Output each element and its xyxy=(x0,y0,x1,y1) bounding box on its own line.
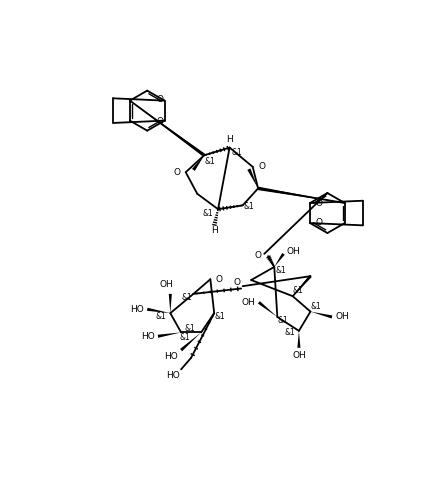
Polygon shape xyxy=(274,253,285,267)
Text: OH: OH xyxy=(287,247,301,256)
Text: &1: &1 xyxy=(232,148,243,157)
Text: OH: OH xyxy=(242,298,256,307)
Text: HO: HO xyxy=(167,371,180,380)
Text: O: O xyxy=(156,95,164,104)
Text: &1: &1 xyxy=(185,324,196,333)
Polygon shape xyxy=(169,294,172,313)
Text: O: O xyxy=(173,168,180,177)
Polygon shape xyxy=(310,311,332,318)
Text: &1: &1 xyxy=(203,209,213,217)
Text: &1: &1 xyxy=(293,286,304,295)
Text: H: H xyxy=(211,226,217,235)
Polygon shape xyxy=(180,333,201,351)
Text: O: O xyxy=(316,218,323,227)
Polygon shape xyxy=(258,186,345,203)
Text: O: O xyxy=(234,278,241,287)
Polygon shape xyxy=(247,168,258,188)
Polygon shape xyxy=(192,155,204,171)
Text: &1: &1 xyxy=(182,293,193,302)
Text: O: O xyxy=(258,162,265,171)
Text: &1: &1 xyxy=(204,157,215,166)
Text: &1: &1 xyxy=(179,333,191,341)
Text: O: O xyxy=(255,251,262,260)
Text: O: O xyxy=(216,275,223,284)
Text: HO: HO xyxy=(130,305,144,314)
Polygon shape xyxy=(130,101,205,156)
Polygon shape xyxy=(293,275,312,296)
Text: OH: OH xyxy=(160,280,173,289)
Text: &1: &1 xyxy=(278,316,288,325)
Polygon shape xyxy=(158,333,181,338)
Text: OH: OH xyxy=(292,351,306,360)
Text: H: H xyxy=(226,135,233,144)
Polygon shape xyxy=(297,331,301,348)
Text: O: O xyxy=(156,117,164,126)
Text: &1: &1 xyxy=(156,312,167,321)
Text: &1: &1 xyxy=(215,312,226,321)
Text: HO: HO xyxy=(141,332,155,341)
Text: OH: OH xyxy=(335,312,349,321)
Text: &1: &1 xyxy=(275,266,286,276)
Polygon shape xyxy=(258,301,277,317)
Text: &1: &1 xyxy=(284,328,295,337)
Polygon shape xyxy=(147,308,170,313)
Text: HO: HO xyxy=(164,352,178,361)
Text: &1: &1 xyxy=(310,302,321,311)
Text: &1: &1 xyxy=(244,202,254,212)
Text: O: O xyxy=(316,199,323,208)
